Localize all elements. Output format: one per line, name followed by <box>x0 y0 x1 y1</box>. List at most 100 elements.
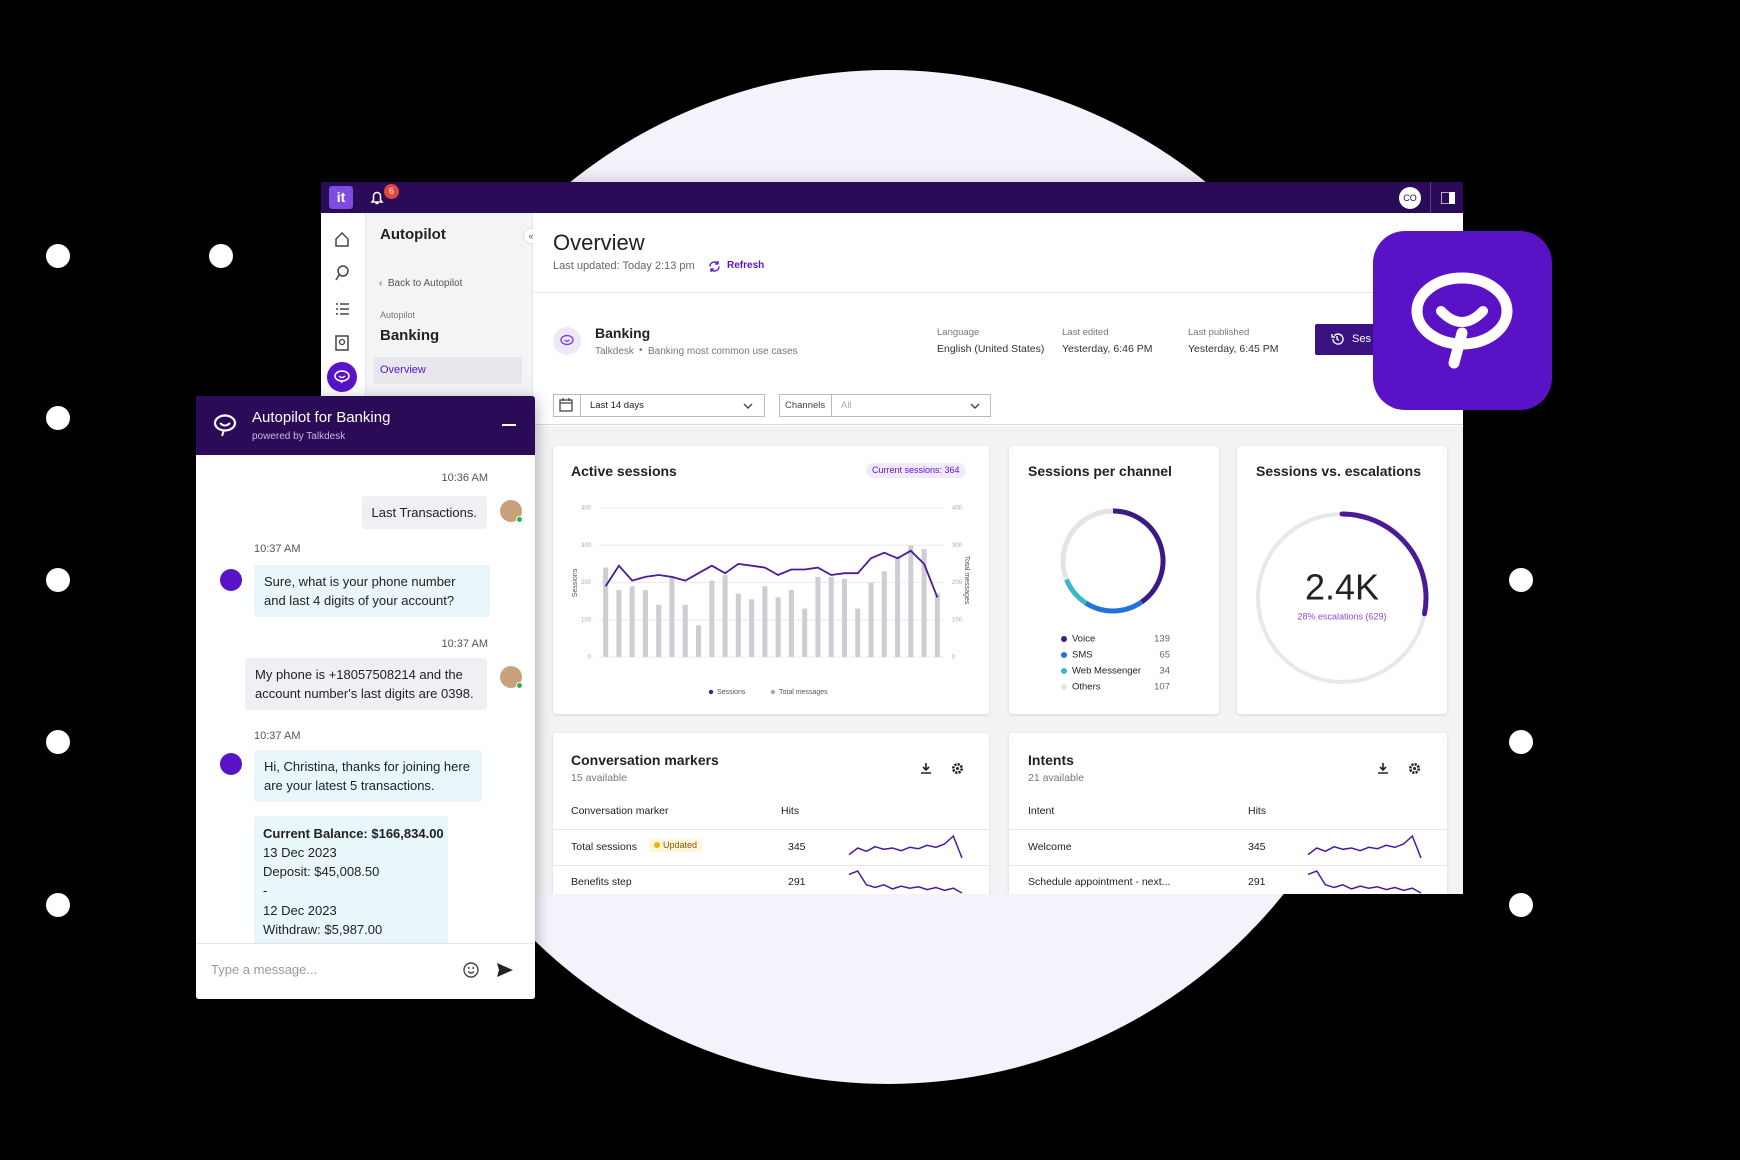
separator: • <box>639 345 643 356</box>
shape <box>743 403 753 409</box>
card-title: Conversation markers <box>571 752 719 768</box>
deco-dot <box>46 893 70 917</box>
column-header: Conversation marker <box>571 805 669 817</box>
deco-dot <box>1509 568 1533 592</box>
column-header: Hits <box>1248 805 1267 817</box>
row-hits: 291 <box>788 876 806 888</box>
minimize-button[interactable] <box>502 424 516 426</box>
header-divider <box>533 292 1463 293</box>
meta-value: Yesterday, 6:46 PM <box>1062 343 1153 355</box>
bot-icon[interactable] <box>334 265 350 281</box>
shape <box>467 971 475 974</box>
shape <box>956 767 959 770</box>
settings-icon[interactable] <box>951 762 964 775</box>
transaction-line: Deposit: $45,008.50 <box>263 864 380 879</box>
chat-widget: Autopilot for Banking powered by Talkdes… <box>196 396 535 999</box>
refresh-icon[interactable] <box>708 260 721 273</box>
contacts-icon[interactable] <box>334 335 350 351</box>
topbar-divider <box>1430 182 1431 213</box>
shape <box>463 962 479 978</box>
nav-section: Autopilot <box>380 310 416 320</box>
app-logo[interactable]: it <box>329 186 353 209</box>
message-time: 10:37 AM <box>254 543 301 555</box>
row-hits: 291 <box>1248 876 1266 888</box>
bot-message: Hi, Christina, thanks for joining here a… <box>254 750 482 802</box>
shape <box>1449 192 1455 204</box>
message-time: 10:37 AM <box>254 730 301 742</box>
list-icon[interactable] <box>334 301 350 317</box>
home-icon[interactable] <box>334 231 350 247</box>
date-filter[interactable] <box>553 394 765 417</box>
user-message: My phone is +18057508214 and the account… <box>245 658 487 710</box>
notification-badge: 6 <box>384 184 399 199</box>
meta-label: Last published <box>1188 327 1250 338</box>
panel-icon[interactable] <box>1441 192 1455 204</box>
shape <box>1409 763 1420 774</box>
back-link[interactable]: ‹ Back to Autopilot <box>379 278 463 289</box>
shape <box>1436 306 1488 327</box>
back-text: Back to Autopilot <box>387 278 463 289</box>
channel-value: All <box>841 400 852 411</box>
bot-message: Sure, what is your phone number and last… <box>254 565 490 617</box>
shape <box>337 265 349 277</box>
button-label: Ses <box>1352 333 1371 345</box>
emoji-button[interactable] <box>463 962 479 978</box>
meta-label: Language <box>937 327 980 338</box>
autopilot-icon[interactable] <box>327 362 357 392</box>
refresh-link[interactable]: Refresh <box>727 260 765 271</box>
message-input[interactable]: Type a message... <box>211 962 318 977</box>
shape <box>921 763 931 774</box>
deco-dot <box>46 244 70 268</box>
settings-icon[interactable] <box>1408 762 1421 775</box>
header <box>533 213 1463 425</box>
deco-dot <box>1509 730 1533 754</box>
shape <box>709 261 720 272</box>
transaction-line: 12 Dec 2023 <box>263 903 337 918</box>
row-divider <box>1009 829 1447 830</box>
bot-name: Banking <box>595 325 651 341</box>
badge-dot <box>654 842 660 848</box>
row-divider <box>553 865 989 866</box>
row-hits: 345 <box>1248 841 1266 853</box>
user-avatar[interactable]: CO <box>1399 187 1421 209</box>
column-header: Hits <box>781 805 800 817</box>
card <box>1009 733 1447 894</box>
transaction-line: Current Balance: $166,834.00 <box>263 826 444 841</box>
nav-item-label[interactable]: Overview <box>380 364 426 376</box>
shape <box>952 763 963 774</box>
shape <box>338 375 346 384</box>
filter-divider <box>831 394 832 417</box>
bot-avatar <box>220 753 242 775</box>
card <box>1009 446 1219 714</box>
chevron <box>743 403 753 409</box>
card-title: Intents <box>1028 752 1074 768</box>
status-dot <box>516 516 523 523</box>
row-divider <box>553 829 989 830</box>
card-title: Sessions vs. escalations <box>1256 463 1421 479</box>
status-dot <box>516 682 523 689</box>
nav-item[interactable] <box>373 357 522 384</box>
row-name: Benefits step <box>571 876 632 888</box>
shape <box>559 399 573 412</box>
shape <box>467 967 470 969</box>
channel-filter[interactable] <box>779 394 991 417</box>
download-icon[interactable] <box>920 762 932 774</box>
shape <box>213 414 237 432</box>
row-name: Welcome <box>1028 841 1072 853</box>
user-avatar <box>500 500 523 523</box>
download-icon[interactable] <box>1377 762 1389 774</box>
shape <box>336 303 349 315</box>
bell-icon[interactable] <box>369 190 385 206</box>
shape <box>564 339 570 342</box>
chat-title: Autopilot for Banking <box>252 409 391 426</box>
shape <box>497 963 513 977</box>
shape <box>1378 763 1388 774</box>
shape <box>970 403 980 409</box>
shape <box>1413 767 1416 770</box>
nav-title: Autopilot <box>380 226 446 243</box>
shape <box>335 231 349 247</box>
shape <box>560 398 572 404</box>
chat-logo <box>213 414 237 437</box>
send-button[interactable] <box>496 962 514 978</box>
